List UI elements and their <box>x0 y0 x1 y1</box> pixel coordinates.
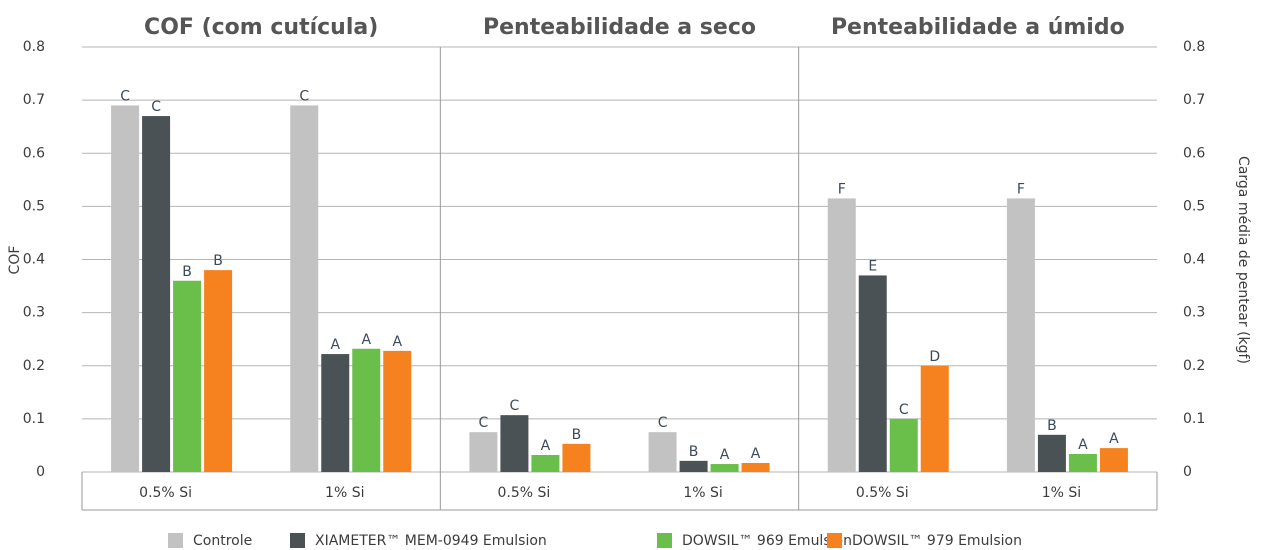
x-tick-label: 0.5% Si <box>498 485 551 501</box>
y-tick-label: 0.2 <box>23 358 45 374</box>
panel-title: COF (com cutícula) <box>144 15 378 40</box>
y-tick-label: 0.3 <box>23 305 45 321</box>
bar-letter: B <box>572 427 582 443</box>
panel-title: Penteabilidade a úmido <box>831 15 1125 40</box>
bar <box>321 354 350 472</box>
bar <box>204 270 233 472</box>
panel-title: Penteabilidade a seco <box>483 15 756 40</box>
legend-swatch <box>290 533 305 548</box>
y2-tick-label: 0.6 <box>1183 145 1205 161</box>
bar-letter: C <box>899 402 909 418</box>
bar-letter: A <box>361 332 371 348</box>
x-tick-label: 0.5% Si <box>139 485 192 501</box>
bar-letter: C <box>658 415 668 431</box>
y-tick-label: 0.8 <box>23 39 45 55</box>
y2-tick-label: 0.3 <box>1183 305 1205 321</box>
x-tick-label: 1% Si <box>325 485 364 501</box>
bar <box>1068 453 1097 472</box>
bar <box>562 443 591 472</box>
bar <box>290 105 319 472</box>
bar-letter: A <box>751 446 761 462</box>
bar <box>858 275 887 472</box>
bar-letter: A <box>720 447 730 463</box>
bar-letter: F <box>838 181 846 197</box>
y-axis-label: COF <box>7 246 23 275</box>
bar-letter: A <box>1109 431 1119 447</box>
bar-letter: B <box>1047 418 1057 434</box>
y2-tick-label: 0.2 <box>1183 358 1205 374</box>
legend-swatch <box>827 533 842 548</box>
bar <box>383 350 412 472</box>
bar-letter: C <box>120 88 130 104</box>
bar-letter: C <box>479 415 489 431</box>
y-tick-label: 0.6 <box>23 145 45 161</box>
legend-label: DOWSIL™ 969 Emulsion <box>682 533 852 549</box>
bar <box>648 432 677 472</box>
bar <box>500 415 529 472</box>
bar <box>710 464 739 472</box>
bar-letter: B <box>182 264 192 280</box>
legend-swatch <box>168 533 183 548</box>
bar <box>173 280 202 472</box>
bar <box>889 418 918 472</box>
x-tick-label: 0.5% Si <box>856 485 909 501</box>
bar-letter: C <box>510 398 520 414</box>
bar-letter: C <box>151 99 161 115</box>
bar <box>352 348 381 472</box>
bar <box>469 432 498 472</box>
y2-tick-label: 0.5 <box>1183 198 1205 214</box>
y-tick-label: 0.7 <box>23 92 45 108</box>
y-tick-label: 0 <box>36 464 45 480</box>
bar <box>1006 198 1035 472</box>
legend-label: DOWSIL™ 979 Emulsion <box>852 533 1022 549</box>
bar <box>741 462 770 472</box>
y2-tick-label: 0.7 <box>1183 92 1205 108</box>
legend-swatch <box>657 533 672 548</box>
y2-tick-label: 0.8 <box>1183 39 1205 55</box>
bar <box>920 365 949 472</box>
bar-letter: B <box>689 444 699 460</box>
y-tick-label: 0.4 <box>23 252 45 268</box>
y2-axis-label: Carga média de pentear (kgf) <box>1235 156 1251 364</box>
bar <box>1037 434 1066 472</box>
bar-letter: B <box>213 253 223 269</box>
y-tick-label: 0.1 <box>23 411 45 427</box>
bar <box>531 455 560 472</box>
bar-letter: A <box>392 334 402 350</box>
y2-tick-label: 0.4 <box>1183 252 1205 268</box>
bar-letter: A <box>1078 437 1088 453</box>
bar-letter: A <box>541 438 551 454</box>
x-tick-label: 1% Si <box>1042 485 1081 501</box>
bar <box>111 105 140 472</box>
bar-letter: D <box>929 349 940 365</box>
bar-letter: E <box>868 258 877 274</box>
y-tick-label: 0.5 <box>23 198 45 214</box>
bar <box>679 460 708 472</box>
bar-letter: A <box>330 337 340 353</box>
bar-letter: F <box>1017 181 1025 197</box>
legend-label: Controle <box>193 533 252 549</box>
y2-tick-label: 0.1 <box>1183 411 1205 427</box>
bar <box>827 198 856 472</box>
bar <box>1099 448 1128 472</box>
legend-label: XIAMETER™ MEM-0949 Emulsion <box>315 533 547 549</box>
y2-tick-label: 0 <box>1183 464 1192 480</box>
bar-letter: C <box>299 88 309 104</box>
bar <box>142 116 171 472</box>
x-tick-label: 1% Si <box>683 485 722 501</box>
